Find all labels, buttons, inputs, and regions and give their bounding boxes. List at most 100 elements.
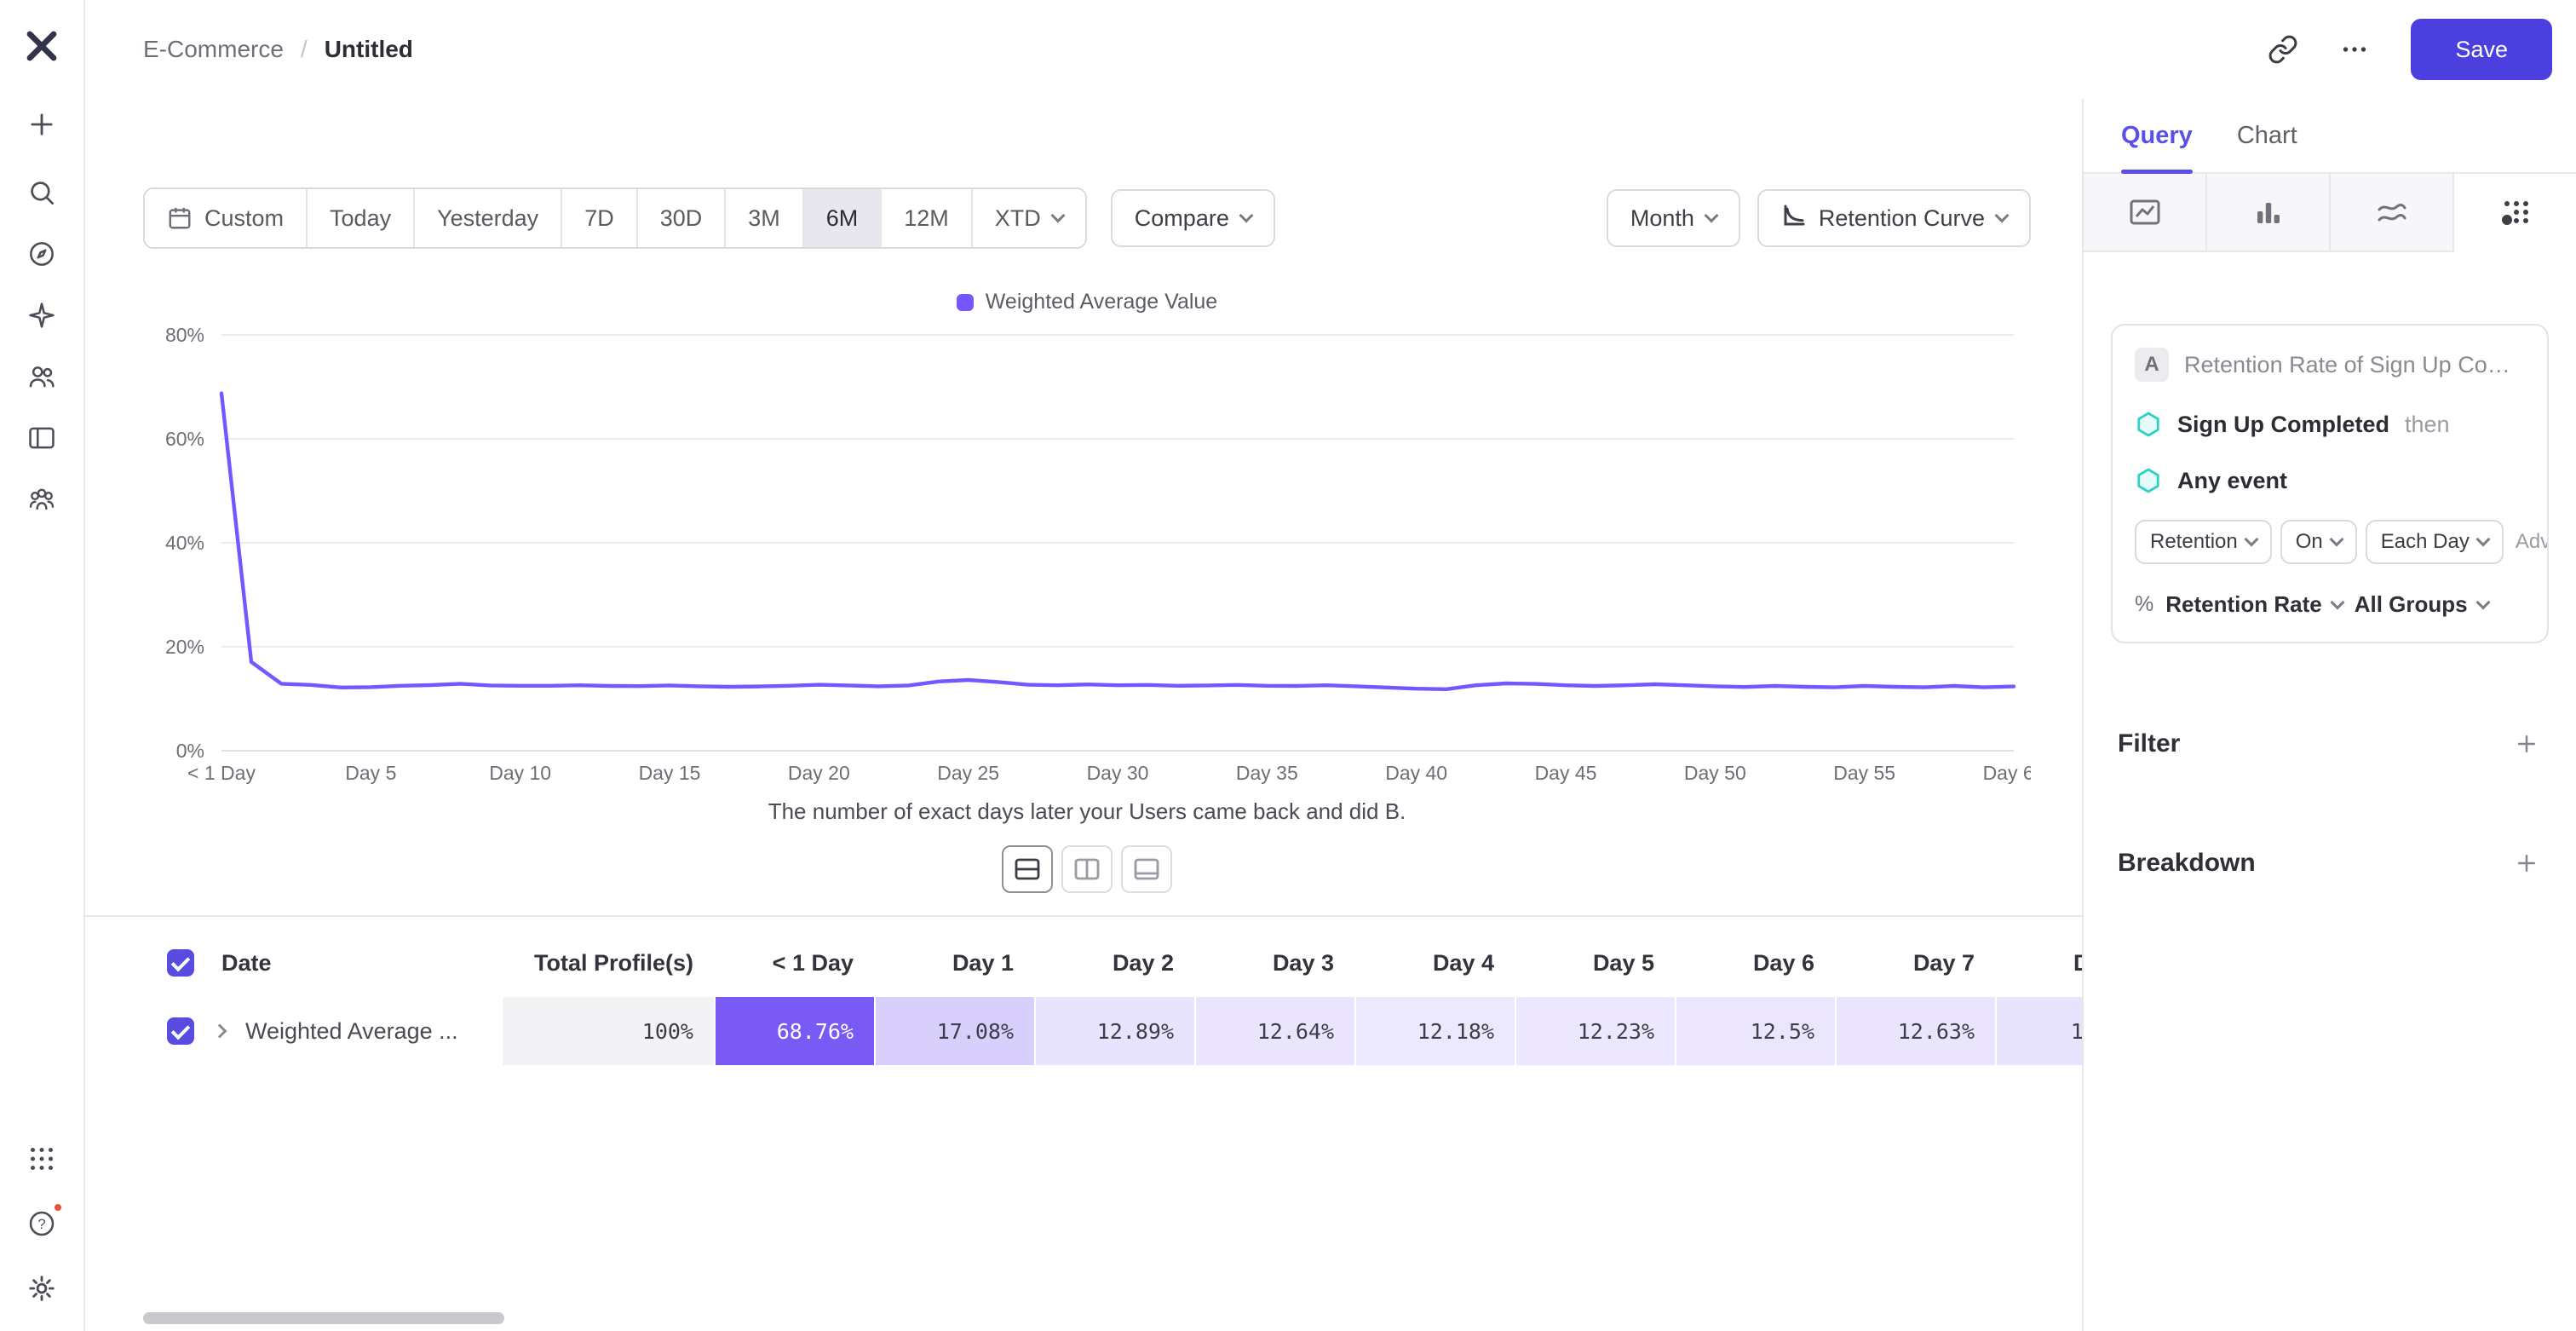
retention-type-dropdown[interactable]: Retention	[2135, 520, 2272, 564]
date-range-today[interactable]: Today	[308, 189, 416, 247]
line-chart-icon[interactable]	[2084, 174, 2207, 252]
chevron-down-icon	[1994, 208, 2010, 223]
step-badge: A	[2135, 348, 2169, 382]
filter-section-label: Filter	[2118, 729, 2181, 758]
chart-type-dropdown[interactable]: Retention Curve	[1757, 189, 2031, 247]
add-filter-button[interactable]	[2504, 722, 2549, 766]
retention-on-dropdown[interactable]: On	[2280, 520, 2357, 564]
retention-value-cell[interactable]: 12.18%	[1354, 997, 1515, 1065]
create-plus-icon[interactable]	[11, 95, 72, 153]
copy-link-icon[interactable]	[2254, 20, 2312, 78]
event-row-any-event[interactable]: Any event	[2135, 467, 2525, 494]
retention-value-cell[interactable]: 68.76%	[714, 997, 874, 1065]
retention-value-cell[interactable]: 12.9%	[1995, 997, 2082, 1065]
column-header-day[interactable]: Day 6	[1752, 949, 1814, 976]
row-total-cell[interactable]: 100%	[503, 997, 714, 1065]
mixpanel-logo-icon[interactable]	[13, 17, 71, 75]
report-toolbar: Custom Today Yesterday 7D 30D 3M 6M 12M XTD Comp…	[143, 187, 2031, 249]
date-range-label: 6M	[825, 205, 859, 231]
x-axis-tick-label: Day 60	[1983, 762, 2031, 784]
retention-line-chart[interactable]: 0% 20% 40% 60% 80% < 1 Day Day 5 Day 10 Day 15 Da…	[143, 318, 2044, 788]
column-header-day[interactable]: Day 1	[952, 949, 1014, 976]
date-range-3m[interactable]: 3M	[726, 189, 804, 247]
compare-button[interactable]: Compare	[1110, 189, 1275, 247]
x-axis-tick-label: Day 10	[489, 762, 551, 784]
ai-sparkle-icon[interactable]	[11, 286, 72, 344]
breadcrumb-parent[interactable]: E-Commerce	[143, 36, 284, 62]
bar-chart-icon[interactable]	[2207, 174, 2331, 252]
boards-icon[interactable]	[11, 409, 72, 467]
stacked-chart-icon[interactable]	[2331, 174, 2454, 252]
retention-interval-dropdown[interactable]: Each Day	[2365, 520, 2504, 564]
compare-label: Compare	[1134, 205, 1229, 231]
add-breakdown-button[interactable]	[2504, 841, 2549, 885]
retention-value-cell[interactable]: 12.23%	[1515, 997, 1675, 1065]
measure-row: % Retention Rate All Groups	[2135, 591, 2525, 618]
settings-gear-icon[interactable]	[11, 1259, 72, 1317]
date-range-30d[interactable]: 30D	[637, 189, 727, 247]
breadcrumb-current[interactable]: Untitled	[324, 36, 413, 62]
users-icon[interactable]	[11, 348, 72, 406]
panel-tabs: Query Chart	[2084, 99, 2576, 174]
date-range-7d[interactable]: 7D	[562, 189, 638, 247]
column-header-day[interactable]: < 1 Day	[772, 949, 854, 976]
apps-grid-icon[interactable]	[11, 1130, 72, 1188]
legend-swatch	[956, 293, 974, 311]
retention-grid-icon[interactable]	[2454, 174, 2576, 252]
expand-row-chevron-icon[interactable]	[212, 1023, 227, 1039]
advanced-dropdown[interactable]: Adv...	[2511, 520, 2547, 564]
row-checkbox[interactable]	[167, 1017, 194, 1045]
retention-value-cell[interactable]: 12.89%	[1034, 997, 1194, 1065]
help-icon[interactable]: ?	[11, 1195, 72, 1253]
retention-value-cell[interactable]: 12.63%	[1835, 997, 1995, 1065]
date-range-12m[interactable]: 12M	[882, 189, 973, 247]
retention-settings-row: Retention On Each Day Adv...	[2135, 520, 2547, 564]
date-range-custom[interactable]: Custom	[145, 189, 308, 247]
measure-dropdown[interactable]: Retention Rate	[2165, 591, 2345, 618]
search-icon[interactable]	[11, 164, 72, 222]
save-button[interactable]: Save	[2411, 19, 2552, 80]
retention-value-cell[interactable]: 17.08%	[874, 997, 1034, 1065]
section-divider	[85, 915, 2082, 917]
notification-dot	[52, 1201, 64, 1213]
retention-value-cell[interactable]: 12.64%	[1194, 997, 1354, 1065]
layout-bottom-panel-icon[interactable]	[1121, 845, 1172, 893]
date-range-yesterday[interactable]: Yesterday	[415, 189, 563, 247]
left-sidebar: ?	[0, 0, 85, 1331]
retention-value-cell[interactable]: 12.5%	[1675, 997, 1835, 1065]
horizontal-scrollbar-thumb[interactable]	[143, 1312, 504, 1324]
select-all-checkbox[interactable]	[167, 949, 194, 977]
layout-split-horizontal-icon[interactable]	[1002, 845, 1053, 893]
column-header-day[interactable]: Day 7	[1912, 949, 1975, 976]
chevron-down-icon	[2329, 532, 2344, 547]
more-options-ellipsis-icon[interactable]	[2326, 20, 2383, 78]
column-header-day[interactable]: Day 5	[1592, 949, 1654, 976]
chart-type-label: Retention Curve	[1818, 205, 1985, 231]
topbar: E-Commerce / Untitled Save	[85, 0, 2576, 99]
tab-query[interactable]: Query	[2121, 99, 2193, 174]
granularity-dropdown[interactable]: Month	[1606, 189, 1740, 247]
measure-label: Retention Rate	[2165, 591, 2322, 617]
event-row-signup[interactable]: Sign Up Completed then	[2135, 411, 2525, 438]
explore-compass-icon[interactable]	[11, 225, 72, 283]
column-header-day[interactable]: Day 2	[1112, 949, 1174, 976]
column-header-total[interactable]: Total Profile(s)	[533, 949, 693, 976]
layout-side-panel-icon[interactable]	[1061, 845, 1113, 893]
y-axis-tick-label: 20%	[165, 636, 204, 658]
tab-chart-label: Chart	[2236, 121, 2297, 149]
tab-chart[interactable]: Chart	[2237, 99, 2297, 172]
toolbar-right: Month Retention Curve	[1606, 189, 2031, 247]
column-header-day[interactable]: Day 8	[1995, 950, 2082, 977]
query-step-card[interactable]: A Retention Rate of Sign Up Compl... Sig…	[2111, 324, 2549, 643]
groups-dropdown[interactable]: All Groups	[2355, 591, 2491, 618]
column-header-date[interactable]: Date	[143, 949, 503, 977]
date-range-xtd[interactable]: XTD	[972, 189, 1085, 247]
chevron-down-icon	[1050, 208, 1066, 223]
column-header-day[interactable]: Day 3	[1272, 949, 1334, 976]
report-main: Custom Today Yesterday 7D 30D 3M 6M 12M XTD Comp…	[85, 99, 2082, 1331]
column-header-day[interactable]: Day 4	[1432, 949, 1494, 976]
retention-chart-area[interactable]: 0% 20% 40% 60% 80% < 1 Day Day 5 Day 10 Day 15 Da…	[143, 318, 2044, 795]
cohorts-icon[interactable]	[11, 470, 72, 528]
retention-series-line[interactable]	[219, 391, 2016, 691]
date-range-6m[interactable]: 6M	[803, 189, 883, 247]
